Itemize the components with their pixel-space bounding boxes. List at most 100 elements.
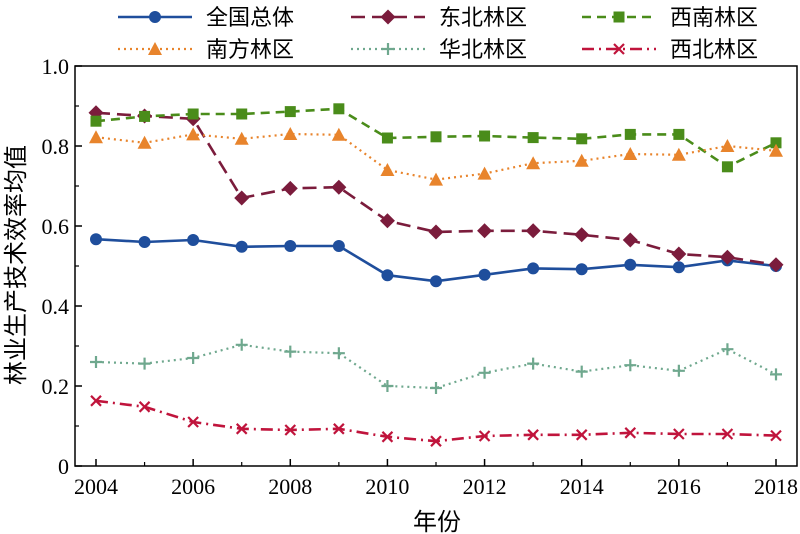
- series-marker: [282, 180, 298, 196]
- legend-label: 南方林区: [206, 38, 294, 63]
- series-marker: [382, 43, 394, 55]
- series-circle: [90, 233, 782, 288]
- legend-item: 东北林区: [351, 6, 527, 31]
- series-marker: [284, 106, 296, 118]
- x-tick-label: 2006: [171, 474, 215, 499]
- y-axis-title: 林业生产技术效率均值: [2, 145, 30, 385]
- series-marker: [430, 435, 442, 447]
- x-axis-title: 年份: [413, 508, 461, 534]
- series-marker: [525, 223, 541, 239]
- series-marker: [624, 258, 637, 271]
- series-marker: [624, 359, 637, 372]
- series-marker: [574, 227, 590, 243]
- series-marker: [138, 357, 151, 370]
- series-marker: [526, 156, 541, 170]
- series-marker: [527, 262, 540, 275]
- series-marker: [721, 161, 733, 173]
- series-marker: [381, 269, 394, 282]
- legend-label: 华北林区: [439, 38, 527, 63]
- series-marker: [721, 428, 734, 440]
- series-marker: [770, 137, 782, 149]
- series-marker: [623, 147, 638, 160]
- series-marker: [624, 427, 637, 439]
- series-marker: [575, 263, 588, 276]
- series-marker: [381, 431, 394, 443]
- series-marker: [430, 131, 442, 143]
- x-tick-label: 2004: [74, 474, 118, 499]
- series-marker: [90, 233, 102, 246]
- series-marker: [671, 246, 687, 262]
- series-marker: [235, 423, 248, 435]
- series-marker: [768, 257, 784, 273]
- series-marker: [477, 166, 492, 180]
- series-square: [90, 103, 782, 173]
- series-marker: [624, 128, 636, 140]
- series-marker: [148, 42, 162, 55]
- legend-item: 西北林区: [582, 38, 758, 63]
- series-marker: [187, 108, 199, 120]
- y-tick-label: 0.8: [42, 134, 70, 159]
- series-marker: [381, 132, 393, 144]
- series-marker: [672, 364, 685, 377]
- series-marker: [332, 240, 345, 252]
- legend-label: 西北林区: [670, 38, 758, 63]
- series-marker: [575, 429, 588, 441]
- series-marker: [186, 127, 201, 141]
- series-marker: [235, 240, 248, 253]
- series-plus: [90, 338, 782, 394]
- legend-item: 西南林区: [582, 6, 758, 31]
- series-marker: [622, 232, 638, 248]
- series-line: [95, 343, 777, 390]
- series-triangle: [89, 127, 783, 186]
- series-marker: [234, 190, 250, 206]
- series-line: [95, 132, 777, 181]
- y-tick-label: 0.6: [42, 214, 70, 239]
- legend-item: 全国总体: [118, 6, 294, 31]
- x-tick-label: 2018: [754, 474, 798, 499]
- series-marker: [673, 128, 685, 140]
- y-tick-label: 1.0: [42, 54, 70, 79]
- series-marker: [90, 356, 102, 368]
- series-marker: [477, 223, 493, 239]
- series-marker: [138, 236, 151, 248]
- series-marker: [430, 275, 442, 288]
- plot-area: [88, 103, 784, 447]
- series-marker: [613, 11, 625, 23]
- series-marker: [333, 103, 345, 115]
- series-marker: [235, 338, 248, 351]
- series-marker: [332, 347, 345, 360]
- series-x: [90, 395, 782, 447]
- series-marker: [770, 429, 782, 442]
- series-line: [95, 399, 777, 443]
- series-marker: [380, 9, 396, 25]
- series-marker: [187, 416, 199, 428]
- series-marker: [479, 130, 491, 142]
- series-marker: [331, 179, 347, 195]
- series-marker: [721, 343, 734, 356]
- series-marker: [769, 143, 783, 157]
- y-tick-label: 0.4: [42, 294, 70, 319]
- legend-label: 东北林区: [439, 6, 527, 31]
- legend-label: 西南林区: [670, 6, 758, 31]
- series-marker: [527, 132, 539, 144]
- series-marker: [673, 428, 685, 440]
- legend-item: 南方林区: [118, 38, 294, 63]
- series-marker: [429, 172, 443, 186]
- series-marker: [671, 147, 686, 161]
- legend-item: 华北林区: [351, 38, 527, 63]
- series-line: [95, 111, 777, 267]
- series-marker: [284, 240, 297, 252]
- series-marker: [478, 366, 491, 379]
- axes: 2004 2006 2008 2010 2012 2014 2016 2018 0 0.2 0.4 0…: [42, 54, 799, 499]
- series-marker: [380, 163, 395, 176]
- x-tick-label: 2012: [463, 474, 507, 499]
- series-marker: [236, 108, 248, 120]
- x-tick-label: 2010: [365, 474, 409, 499]
- series-marker: [527, 357, 540, 370]
- series-marker: [719, 249, 735, 265]
- series-marker: [331, 127, 346, 141]
- series-marker: [672, 261, 685, 274]
- series-marker: [333, 423, 345, 435]
- series-line: [95, 237, 777, 283]
